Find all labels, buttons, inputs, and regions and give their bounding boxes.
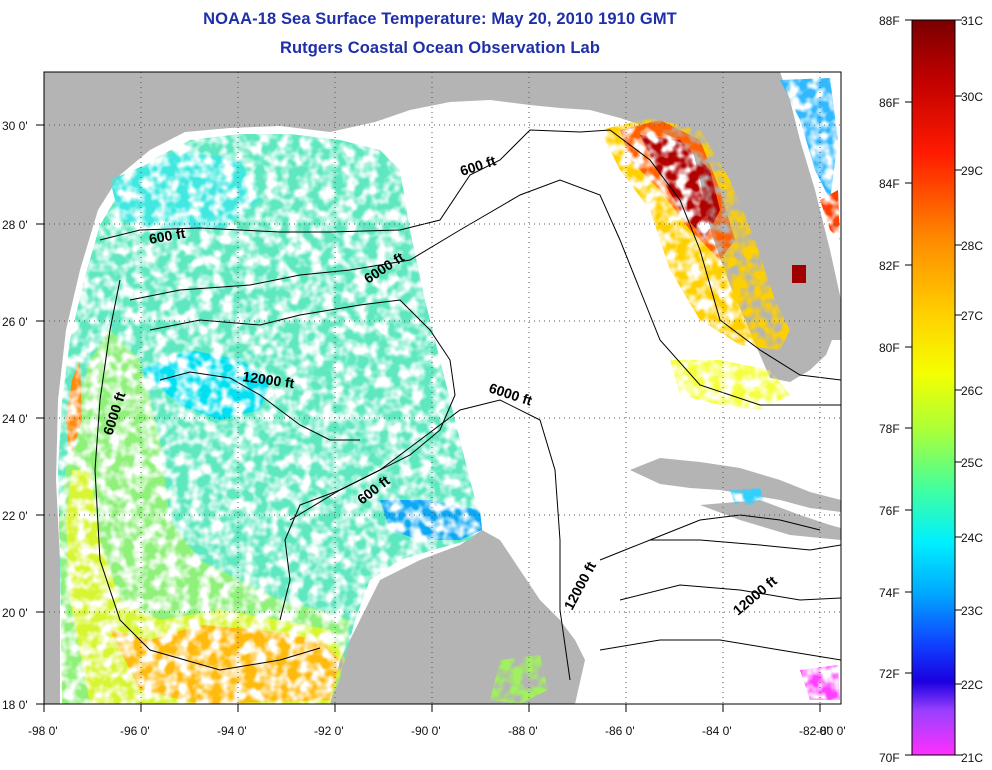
cuba-land — [630, 458, 841, 512]
lake-okeechobee-sst — [792, 265, 806, 283]
contour-label-12000ft-central: 12000 ft — [242, 368, 296, 391]
contour-600ft-south — [289, 399, 571, 681]
contour-6000ft-north — [129, 179, 841, 406]
y-tick-label: 26 0' — [2, 315, 28, 329]
colorbar-c-label: 29C — [961, 164, 983, 178]
colorbar-f-label: 82F — [879, 259, 900, 273]
cuba-east — [700, 500, 841, 540]
colorbar-f-label: 88F — [879, 14, 900, 28]
colorbar-c-label: 26C — [961, 384, 983, 398]
contour-12000ft-south — [599, 539, 841, 561]
x-tick-label: -80 0' — [816, 724, 846, 738]
colorbar-c-label: 21C — [961, 751, 983, 765]
x-tick-label: -86 0' — [605, 724, 635, 738]
colorbar-c-label: 22C — [961, 678, 983, 692]
colorbar-c-label: 31C — [961, 14, 983, 28]
y-tick-label: 22 0' — [2, 509, 28, 523]
colorbar-f-label: 78F — [879, 422, 900, 436]
colorbar-f-label: 84F — [879, 177, 900, 191]
x-tick-label: -90 0' — [411, 724, 441, 738]
x-tick-label: -96 0' — [120, 724, 150, 738]
x-tick-label: -94 0' — [217, 724, 247, 738]
x-tick-label: -84 0' — [702, 724, 732, 738]
y-axis-labels: 18 0' 20 0' 22 0' 24 0' 26 0' 28 0' 30 0… — [2, 119, 28, 712]
graticule — [44, 72, 841, 704]
bathymetry-contours — [94, 129, 841, 681]
colorbar-c-label: 23C — [961, 604, 983, 618]
colorbar-f-label: 80F — [879, 341, 900, 355]
y-tick-label: 28 0' — [2, 218, 28, 232]
colorbar-f-label: 70F — [879, 751, 900, 765]
colorbar-c-label: 28C — [961, 239, 983, 253]
x-axis-labels: -98 0' -96 0' -94 0' -92 0' -90 0' -88 0… — [28, 724, 846, 738]
x-tick-label: -98 0' — [28, 724, 58, 738]
contour-600ft — [99, 129, 841, 381]
y-tick-label: 30 0' — [2, 119, 28, 133]
y-tick-label: 18 0' — [2, 698, 28, 712]
contour-6000ft-west — [94, 279, 321, 671]
map-title: NOAA-18 Sea Surface Temperature: May 20,… — [203, 10, 677, 28]
x-tick-label: -92 0' — [314, 724, 344, 738]
colorbar-f-label: 86F — [879, 96, 900, 110]
contour-label-600ft-west: 600 ft — [148, 225, 187, 247]
colorbar-c-label: 30C — [961, 90, 983, 104]
florida-land — [680, 72, 836, 382]
sst-coverage-east — [600, 78, 840, 410]
x-tick-label: -82 0' — [799, 724, 829, 738]
colorbar-f-label: 76F — [879, 504, 900, 518]
y-tick-label: 24 0' — [2, 412, 28, 426]
sst-coverage-west — [58, 134, 482, 704]
colorbar-gradient — [911, 19, 956, 756]
colorbar-c-label: 27C — [961, 309, 983, 323]
map-subtitle: Rutgers Coastal Ocean Observation Lab — [279, 39, 601, 57]
colorbar-c-label: 25C — [961, 456, 983, 470]
colorbar: 88F 86F 84F 82F 80F 78F 76F 74F 72F 70F … — [879, 14, 983, 765]
x-tick-label: -88 0' — [508, 724, 538, 738]
axis-ticks — [36, 124, 821, 712]
colorbar-c-label: 24C — [961, 531, 983, 545]
colorbar-f-label: 74F — [879, 586, 900, 600]
map-plot-area: 600 ft 600 ft 600 ft 6000 ft 6000 ft 600… — [44, 72, 841, 704]
colorbar-f-label: 72F — [879, 667, 900, 681]
y-tick-label: 20 0' — [2, 606, 28, 620]
plot-frame — [43, 71, 842, 705]
